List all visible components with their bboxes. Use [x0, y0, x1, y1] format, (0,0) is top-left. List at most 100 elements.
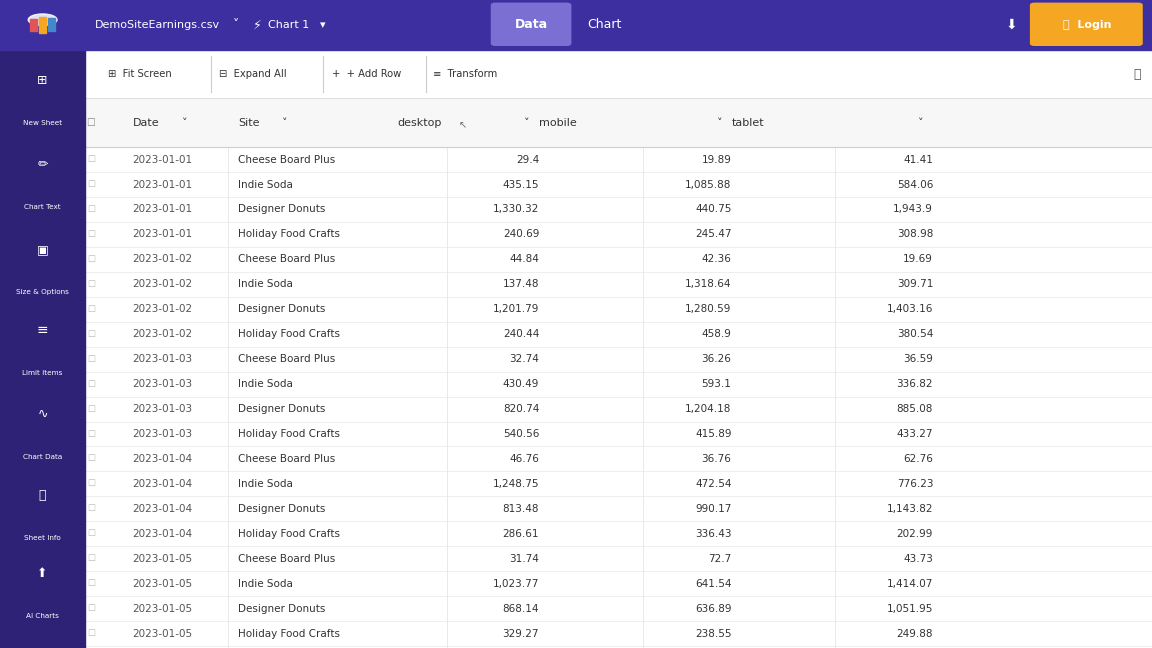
Bar: [85, 521, 1152, 546]
Text: ☐: ☐: [86, 454, 96, 463]
Text: ☐: ☐: [86, 255, 96, 264]
Text: 2023-01-03: 2023-01-03: [132, 429, 192, 439]
Text: ⚡: ⚡: [253, 18, 263, 32]
Bar: [30, 19, 37, 30]
Text: ☐: ☐: [86, 280, 96, 289]
Text: 286.61: 286.61: [502, 529, 539, 538]
Text: 336.82: 336.82: [896, 379, 933, 389]
Bar: [85, 222, 1152, 247]
Text: 885.08: 885.08: [896, 404, 933, 414]
Text: 2023-01-04: 2023-01-04: [132, 504, 192, 514]
Text: 593.1: 593.1: [702, 379, 732, 389]
Text: 2023-01-03: 2023-01-03: [132, 354, 192, 364]
Text: 2023-01-05: 2023-01-05: [132, 554, 192, 564]
Text: 46.76: 46.76: [509, 454, 539, 464]
Text: 540.56: 540.56: [502, 429, 539, 439]
Text: ☐: ☐: [86, 354, 96, 364]
Text: ☐: ☐: [86, 155, 96, 164]
Text: Date: Date: [132, 118, 159, 128]
Text: Designer Donuts: Designer Donuts: [238, 404, 326, 414]
Text: 36.59: 36.59: [903, 354, 933, 364]
Text: ˅: ˅: [282, 118, 288, 128]
Text: desktop: desktop: [397, 118, 442, 128]
Text: 1,143.82: 1,143.82: [887, 504, 933, 514]
Text: ☐: ☐: [86, 180, 96, 189]
Text: 990.17: 990.17: [695, 504, 732, 514]
Text: ˅: ˅: [182, 118, 188, 128]
Text: 636.89: 636.89: [695, 604, 732, 614]
Text: ☐: ☐: [86, 305, 96, 314]
Text: 1,201.79: 1,201.79: [493, 305, 539, 314]
Text: ☐: ☐: [86, 330, 96, 339]
Text: ⊞: ⊞: [37, 75, 48, 87]
Text: 238.55: 238.55: [695, 629, 732, 638]
Text: 245.47: 245.47: [695, 229, 732, 239]
Text: ☐: ☐: [86, 118, 96, 128]
Text: 584.06: 584.06: [896, 179, 933, 189]
Text: 1,403.16: 1,403.16: [887, 305, 933, 314]
Text: Sheet Info: Sheet Info: [24, 535, 61, 541]
Bar: [85, 247, 1152, 272]
Text: 36.76: 36.76: [702, 454, 732, 464]
Text: Holiday Food Crafts: Holiday Food Crafts: [238, 529, 341, 538]
Text: ☐: ☐: [86, 504, 96, 513]
Text: 2023-01-04: 2023-01-04: [132, 479, 192, 489]
Bar: [85, 397, 1152, 421]
Bar: [85, 147, 1152, 172]
Text: 415.89: 415.89: [695, 429, 732, 439]
Text: Cheese Board Plus: Cheese Board Plus: [238, 454, 335, 464]
Text: 1,280.59: 1,280.59: [685, 305, 732, 314]
Text: ↖: ↖: [458, 121, 468, 130]
Text: 2023-01-05: 2023-01-05: [132, 579, 192, 588]
Text: Chart Text: Chart Text: [24, 204, 61, 211]
Text: 43.73: 43.73: [903, 554, 933, 564]
Bar: [85, 197, 1152, 222]
Text: ˅: ˅: [233, 18, 238, 32]
Text: New Sheet: New Sheet: [23, 120, 62, 126]
Bar: [85, 646, 1152, 648]
Text: 1,318.64: 1,318.64: [685, 279, 732, 289]
Text: 2023-01-02: 2023-01-02: [132, 279, 192, 289]
Bar: [85, 621, 1152, 646]
FancyBboxPatch shape: [1030, 3, 1143, 46]
Bar: [85, 297, 1152, 321]
Text: ☐: ☐: [86, 604, 96, 613]
Text: 19.69: 19.69: [903, 255, 933, 264]
Text: 2023-01-02: 2023-01-02: [132, 329, 192, 339]
Text: 29.4: 29.4: [516, 155, 539, 165]
Text: 2023-01-04: 2023-01-04: [132, 454, 192, 464]
Text: 430.49: 430.49: [502, 379, 539, 389]
Text: Cheese Board Plus: Cheese Board Plus: [238, 554, 335, 564]
Bar: [0, 0, 1152, 50]
Text: 36.26: 36.26: [702, 354, 732, 364]
Text: 380.54: 380.54: [896, 329, 933, 339]
Text: Cheese Board Plus: Cheese Board Plus: [238, 354, 335, 364]
Text: 309.71: 309.71: [896, 279, 933, 289]
Text: Indie Soda: Indie Soda: [238, 279, 294, 289]
Bar: [85, 321, 1152, 347]
Text: 1,204.18: 1,204.18: [685, 404, 732, 414]
Text: Chart 1: Chart 1: [268, 20, 310, 30]
Text: ☐: ☐: [86, 380, 96, 389]
Text: Limit Items: Limit Items: [22, 369, 63, 376]
Text: 1,414.07: 1,414.07: [887, 579, 933, 588]
Text: 2023-01-05: 2023-01-05: [132, 604, 192, 614]
Text: 44.84: 44.84: [509, 255, 539, 264]
Text: 240.44: 240.44: [502, 329, 539, 339]
Text: 👤  Login: 👤 Login: [1063, 20, 1112, 30]
Text: 2023-01-02: 2023-01-02: [132, 255, 192, 264]
Text: Size & Options: Size & Options: [16, 288, 69, 295]
Ellipse shape: [28, 14, 56, 26]
Text: ≡: ≡: [37, 323, 48, 338]
Text: Site: Site: [238, 118, 260, 128]
Bar: [85, 421, 1152, 446]
Text: 240.69: 240.69: [502, 229, 539, 239]
Bar: [85, 347, 1152, 371]
Bar: [39, 17, 46, 33]
Text: Holiday Food Crafts: Holiday Food Crafts: [238, 229, 341, 239]
Text: ⊟  Expand All: ⊟ Expand All: [219, 69, 287, 79]
Text: 2023-01-03: 2023-01-03: [132, 404, 192, 414]
Text: AI Charts: AI Charts: [26, 612, 59, 619]
Text: 62.76: 62.76: [903, 454, 933, 464]
Text: 458.9: 458.9: [702, 329, 732, 339]
